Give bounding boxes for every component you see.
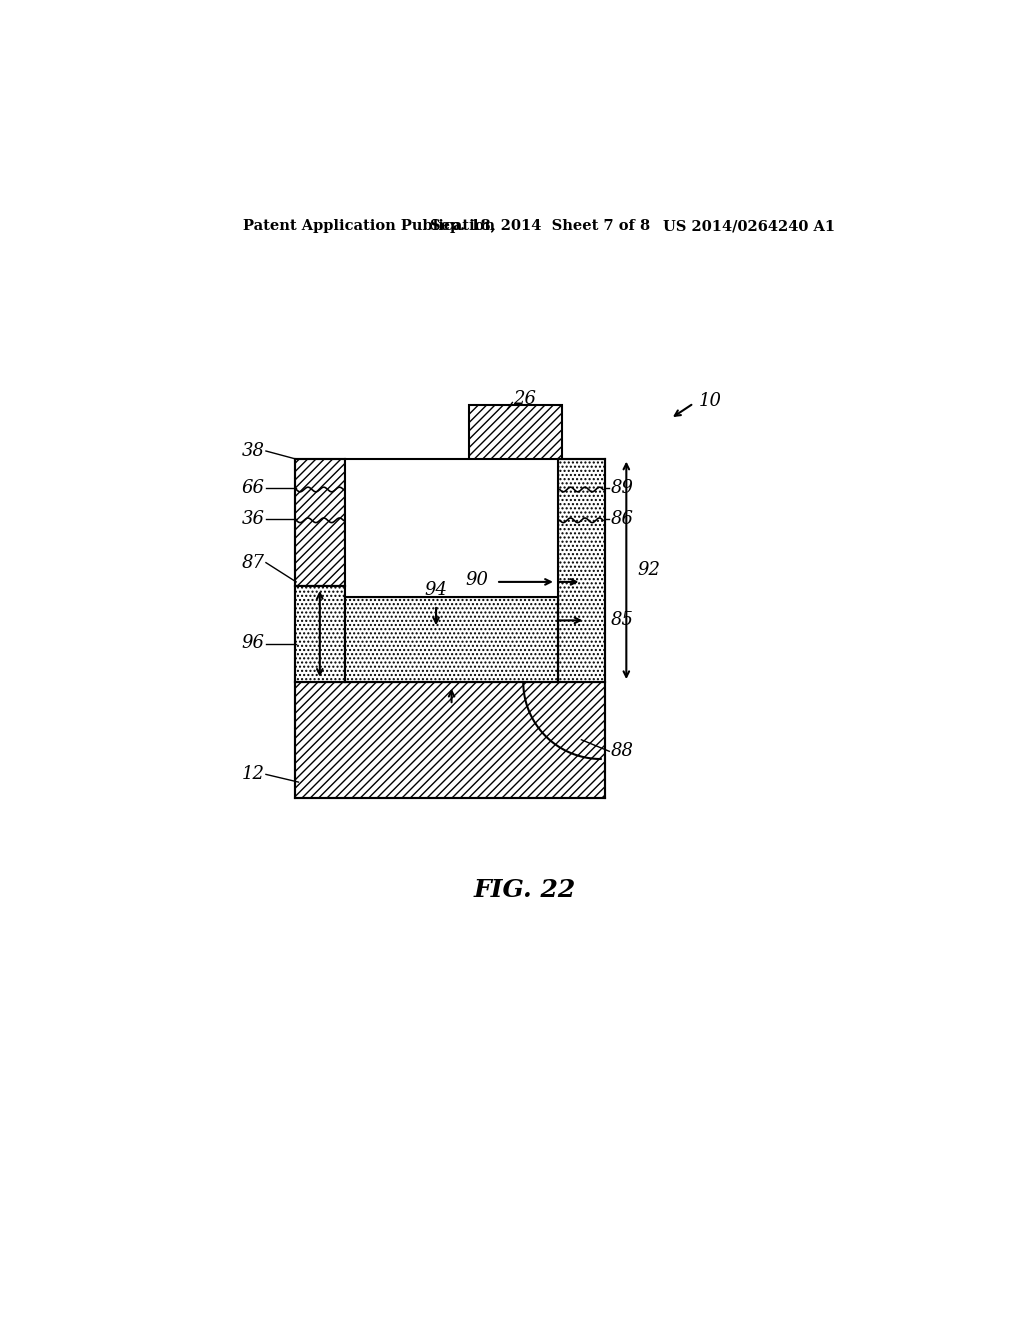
Bar bbox=[295, 682, 604, 797]
Bar bbox=[345, 597, 558, 682]
Bar bbox=[295, 459, 345, 586]
Text: Patent Application Publication: Patent Application Publication bbox=[243, 219, 495, 234]
Bar bbox=[295, 586, 345, 682]
Bar bbox=[295, 459, 345, 586]
Text: Sep. 18, 2014  Sheet 7 of 8: Sep. 18, 2014 Sheet 7 of 8 bbox=[430, 219, 650, 234]
Bar bbox=[345, 459, 558, 597]
Text: 96: 96 bbox=[242, 635, 264, 652]
Text: 85: 85 bbox=[611, 611, 634, 630]
Text: 26: 26 bbox=[513, 389, 537, 408]
Text: 10: 10 bbox=[699, 392, 722, 411]
Bar bbox=[558, 459, 604, 682]
Text: 90: 90 bbox=[465, 570, 488, 589]
Text: 38: 38 bbox=[242, 442, 264, 459]
Bar bbox=[469, 405, 562, 461]
Text: FIG. 22: FIG. 22 bbox=[474, 878, 575, 902]
Text: 87: 87 bbox=[242, 553, 264, 572]
Text: 66: 66 bbox=[242, 479, 264, 496]
Bar bbox=[469, 405, 562, 461]
Text: US 2014/0264240 A1: US 2014/0264240 A1 bbox=[663, 219, 835, 234]
Text: 12: 12 bbox=[242, 766, 264, 783]
Bar bbox=[295, 586, 345, 682]
Bar bbox=[558, 459, 604, 682]
Text: 94: 94 bbox=[424, 581, 447, 598]
Bar bbox=[295, 682, 604, 797]
Bar bbox=[345, 597, 558, 682]
Text: 92: 92 bbox=[637, 561, 660, 579]
Text: 86: 86 bbox=[611, 510, 634, 528]
Text: 89: 89 bbox=[611, 479, 634, 496]
Text: 88: 88 bbox=[611, 742, 634, 760]
Text: 36: 36 bbox=[242, 510, 264, 528]
